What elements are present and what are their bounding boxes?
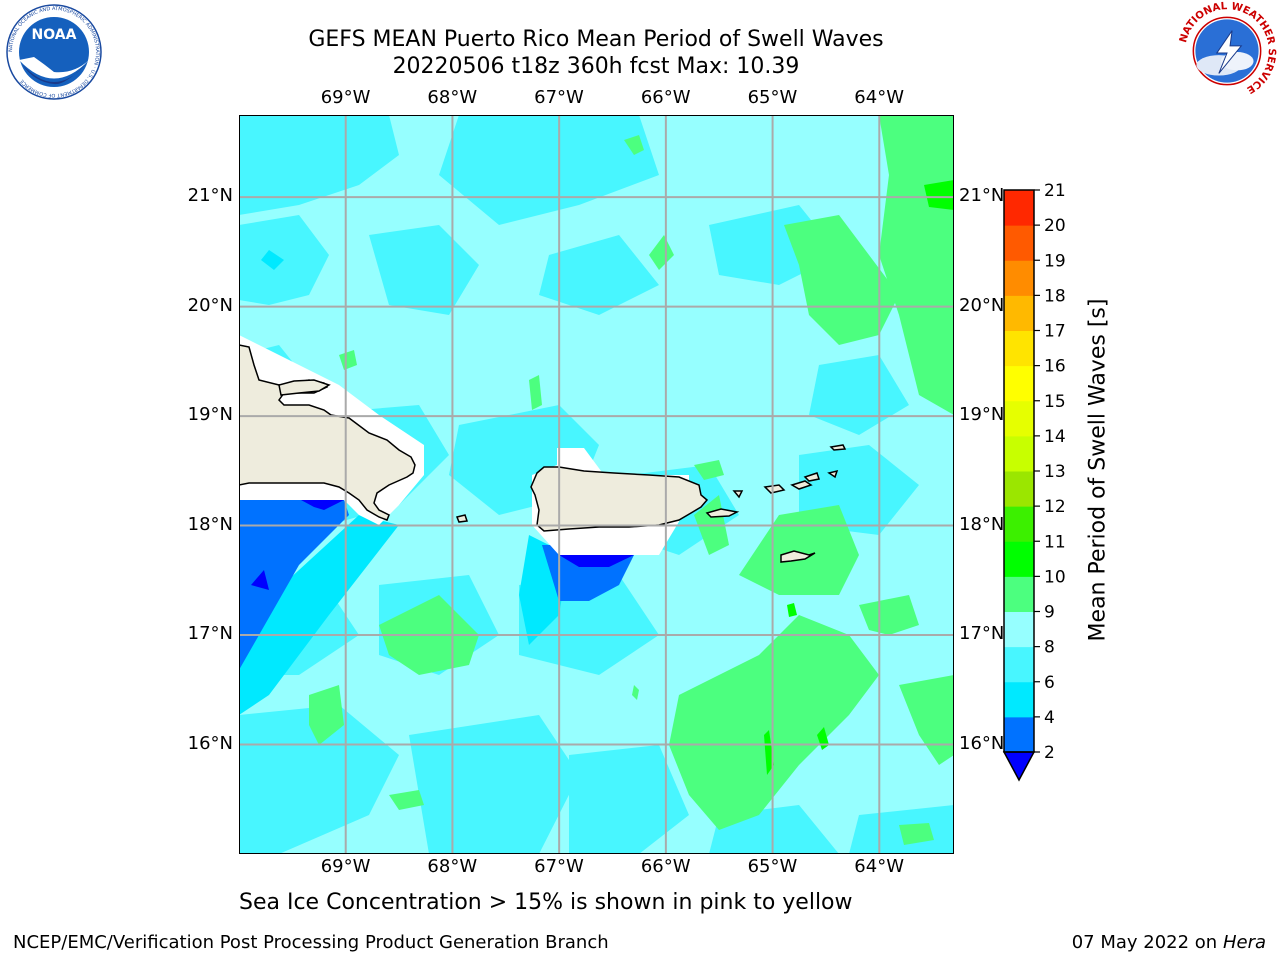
- lon-label: 69°W: [320, 856, 371, 877]
- lon-label: 66°W: [640, 87, 691, 108]
- colorbar-segment: [1004, 400, 1034, 437]
- colorbar-tick-label: 17: [1044, 322, 1066, 342]
- colorbar-segment: [1004, 646, 1034, 683]
- field-under-2s: [251, 500, 634, 590]
- footer-date-text: 07 May 2022 on: [1071, 932, 1218, 953]
- colorbar-segment: [1004, 295, 1034, 331]
- lat-label: 19°N: [187, 404, 233, 426]
- colorbar-tick-label: 21: [1044, 181, 1066, 201]
- colorbar-tick-label: 18: [1044, 286, 1066, 306]
- lat-label: 21°N: [187, 185, 233, 207]
- field-9-10s: [309, 115, 954, 845]
- colorbar-segment: [1004, 190, 1034, 226]
- colorbar-tick-label: 19: [1044, 251, 1066, 271]
- colorbar-segment: [1004, 716, 1034, 753]
- virgin-islands-4: [803, 472, 820, 482]
- colorbar-tick-label: 12: [1044, 497, 1066, 517]
- lon-label: 68°W: [427, 856, 478, 877]
- colorbar-segment: [1004, 541, 1034, 577]
- colorbar-tick-label: 6: [1044, 673, 1055, 693]
- chart-subtitle: 20220506 t18z 360h fcst Max: 10.39: [392, 54, 800, 79]
- lat-label: 18°N: [187, 513, 233, 535]
- virgin-islands-1: [732, 490, 744, 499]
- anegada: [829, 444, 847, 451]
- colorbar-segment: [1004, 260, 1034, 296]
- virgin-islands-2: [763, 484, 786, 494]
- virgin-islands-3: [790, 480, 813, 490]
- nws-logo: NATIONAL WEATHER SERVICE: [1178, 1, 1277, 100]
- lon-label: 67°W: [534, 856, 584, 877]
- lat-label: 21°N: [959, 185, 1005, 207]
- colorbar-under-triangle: [1002, 751, 1036, 782]
- lat-label: 19°N: [959, 404, 1005, 426]
- lon-label: 65°W: [747, 87, 798, 108]
- lon-label: 68°W: [427, 87, 478, 108]
- chart-title: GEFS MEAN Puerto Rico Mean Period of Swe…: [308, 27, 884, 52]
- footer-credit: NCEP/EMC/Verification Post Processing Pr…: [13, 932, 609, 953]
- colorbar-tick-label: 10: [1044, 567, 1066, 587]
- lat-label: 18°N: [959, 513, 1005, 535]
- sea-ice-caption: Sea Ice Concentration > 15% is shown in …: [239, 890, 853, 915]
- footer-host: Hera: [1222, 932, 1266, 953]
- colorbar-tick-label: 20: [1044, 216, 1066, 236]
- colorbar-tick-label: 8: [1044, 638, 1055, 658]
- noaa-logo-text: NOAA: [32, 27, 77, 43]
- lat-label: 20°N: [187, 294, 233, 316]
- colorbar-segment: [1004, 330, 1034, 367]
- lon-label: 69°W: [320, 87, 371, 108]
- map-grid: [239, 115, 954, 854]
- hispaniola-peninsula: [278, 379, 331, 396]
- vieques: [705, 508, 740, 518]
- lon-label: 64°W: [854, 87, 904, 108]
- land: [239, 344, 847, 563]
- saint-croix: [780, 550, 816, 563]
- lat-label: 17°N: [187, 623, 233, 645]
- lon-label: 64°W: [854, 856, 904, 877]
- colorbar-segment: [1004, 576, 1034, 612]
- lat-label: 17°N: [959, 623, 1005, 645]
- mona-island: [455, 514, 469, 523]
- lat-label: 16°N: [187, 732, 233, 754]
- noaa-logo: NOAA NATIONAL OCEANIC AND ATMOSPHERIC AD…: [6, 4, 102, 100]
- lon-label: 66°W: [640, 856, 691, 877]
- colorbar-tick-label: 13: [1044, 462, 1066, 482]
- lon-label: 67°W: [534, 87, 584, 108]
- lat-label: 16°N: [959, 732, 1005, 754]
- colorbar-segment: [1004, 506, 1034, 542]
- field-10-11s: [764, 180, 954, 775]
- colorbar-segment: [1004, 611, 1034, 648]
- colorbar-label: Mean Period of Swell Waves [s]: [1085, 298, 1111, 642]
- puerto-rico: [530, 466, 709, 532]
- colorbar-segment: [1004, 435, 1034, 472]
- colorbar: 2 4 6 8 9 10 11 12 13 14 15 16 17 18 19 20 21: [1002, 181, 1066, 782]
- colorbar-segment: [1004, 471, 1034, 507]
- sombrero: [827, 469, 839, 479]
- colorbar-tick-label: 4: [1044, 708, 1055, 728]
- lon-label: 65°W: [747, 856, 798, 877]
- swell-period-map: [239, 115, 954, 854]
- colorbar-tick-label: 9: [1044, 603, 1055, 623]
- colorbar-segment: [1004, 225, 1034, 261]
- colorbar-tick-label: 16: [1044, 357, 1066, 377]
- footer-date: 07 May 2022 on Hera: [1072, 932, 1266, 953]
- colorbar-tick-label: 11: [1044, 532, 1066, 552]
- lat-label: 20°N: [959, 294, 1005, 316]
- colorbar-segment: [1004, 681, 1034, 718]
- colorbar-tick-label: 15: [1044, 392, 1066, 412]
- colorbar-tick-label: 2: [1044, 743, 1055, 763]
- colorbar-tick-label: 14: [1044, 427, 1066, 447]
- colorbar-segment: [1004, 365, 1034, 402]
